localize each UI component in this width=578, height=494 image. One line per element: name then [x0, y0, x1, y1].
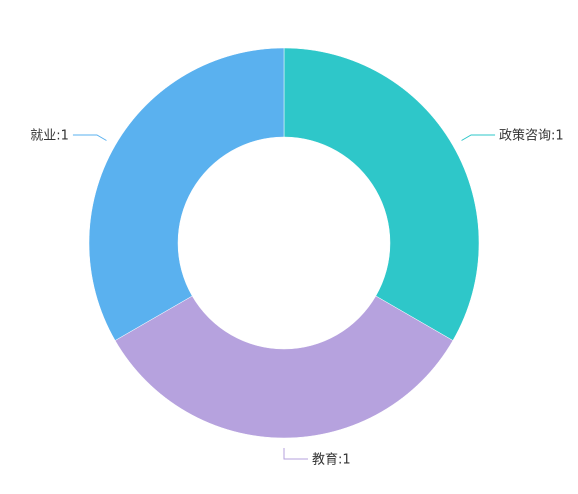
- donut-slice-0[interactable]: [283, 47, 480, 341]
- leader-line-1: [283, 448, 308, 460]
- leader-line-0: [461, 134, 496, 141]
- labels-layer: 政策咨询:1 教育:1 就业:1: [30, 128, 563, 468]
- donut-slice-1[interactable]: [114, 295, 454, 439]
- slices-layer: [88, 47, 480, 439]
- slice-label-0: 政策咨询:1: [499, 128, 564, 144]
- leader-line-2: [72, 134, 107, 141]
- slice-label-1: 教育:1: [312, 452, 351, 468]
- slice-label-2: 就业:1: [30, 129, 69, 144]
- donut-slice-2[interactable]: [88, 47, 285, 341]
